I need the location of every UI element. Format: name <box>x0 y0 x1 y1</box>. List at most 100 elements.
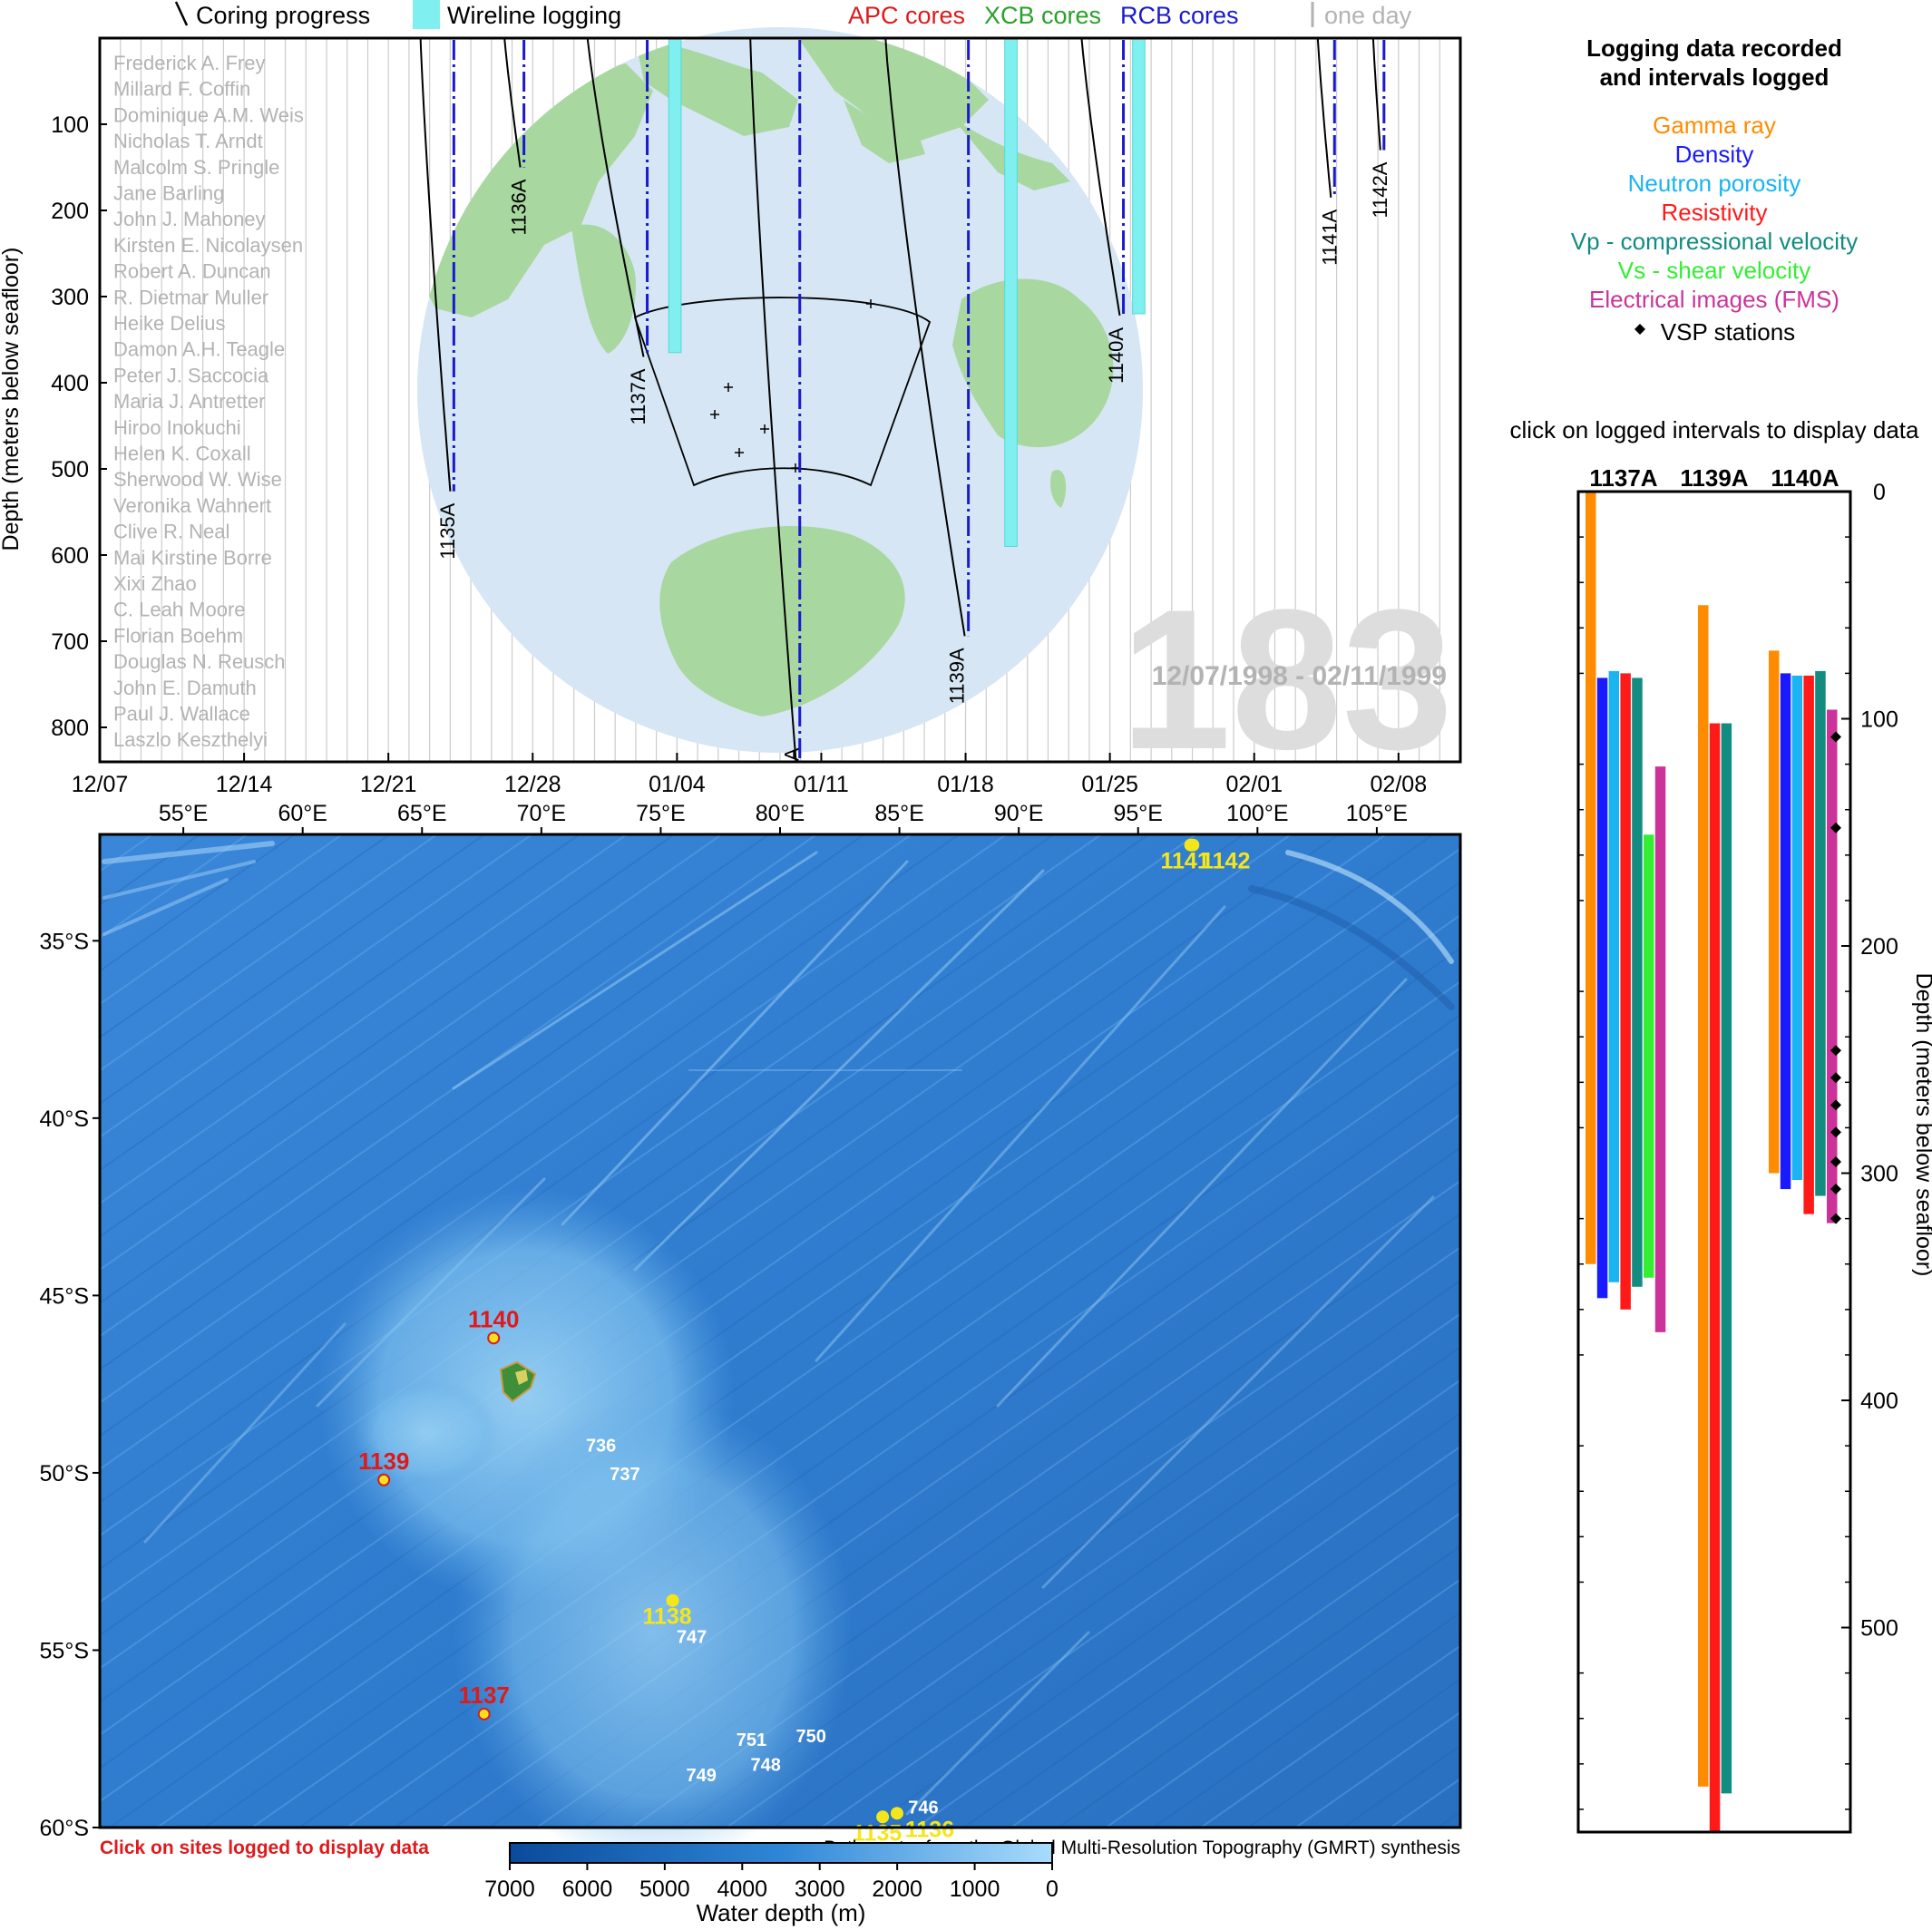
hole-track-1140A[interactable]: 1140A <box>1079 4 1146 384</box>
hole-label: 1139A <box>946 648 969 704</box>
logged-site-label[interactable]: 1137 <box>458 1681 509 1709</box>
logged-site-1137[interactable]: 1137 <box>458 1681 510 1720</box>
logging-y-axis: 0 100 200 300 400 500 <box>1578 480 1898 1810</box>
interval-bar-1139A-3[interactable] <box>1709 723 1721 1833</box>
interval-bar-1140A-1[interactable] <box>1780 673 1791 1190</box>
logging-hole-label: 1139A <box>1680 464 1748 492</box>
map-x-tick-label: 60°E <box>278 801 327 826</box>
logging-intervals[interactable] <box>1586 492 1838 1833</box>
old-site-label-736: 736 <box>586 1436 616 1456</box>
logging-frame <box>1576 490 1852 1834</box>
logging-legend-item: Resistivity <box>1661 199 1767 226</box>
wireline-interval[interactable] <box>1132 38 1146 315</box>
hole-track-1139A[interactable]: 1139A <box>883 4 1018 704</box>
hole-track-1136A: 1136A <box>503 38 531 236</box>
vsp-station-marker <box>1830 822 1841 833</box>
hole-track-1141A: 1141A <box>1316 38 1342 266</box>
logged-site-label[interactable]: 1139 <box>358 1448 409 1475</box>
colorbar-tick-label: 6000 <box>562 1876 613 1902</box>
colorbar-tick-label: 7000 <box>484 1876 535 1902</box>
site-label-1138: 1138 <box>642 1604 691 1630</box>
coring-curve <box>884 38 966 637</box>
map-x-tick-label: 85°E <box>874 801 923 826</box>
legend-one-day: one day <box>1324 2 1412 29</box>
logged-site-1139[interactable]: 1139 <box>358 1448 409 1486</box>
vsp-diamond-icon <box>1634 324 1645 335</box>
logging-legend-item: Density <box>1675 141 1754 168</box>
interval-bar-1140A-2[interactable] <box>1791 675 1803 1181</box>
scientist-name: Xixi Zhao <box>113 572 197 595</box>
interval-bar-1137A-5[interactable] <box>1644 834 1654 1278</box>
vsp-station-marker <box>1830 1184 1841 1195</box>
colorbar-ticks: 7000 6000 5000 4000 3000 2000 1000 0 <box>484 1863 1059 1902</box>
old-site-label-746: 746 <box>908 1798 938 1818</box>
hole-tracks[interactable]: 1135A 1136A 1137A 1138A 1139A 1140A 1141A 1142A <box>419 4 1391 804</box>
site-label-1142: 1142 <box>1201 849 1250 874</box>
logged-site-label[interactable]: 1140 <box>468 1305 519 1332</box>
site-marker-1136 <box>890 1807 903 1820</box>
logging-panel: Logging data recorded and intervals logg… <box>1510 34 1932 1834</box>
timeline-y-label: Depth (meters below seafloor) <box>0 248 24 551</box>
interval-bar-1140A-0[interactable] <box>1769 650 1780 1174</box>
wireline-interval[interactable] <box>1004 38 1018 547</box>
hole-label: 1142A <box>1369 161 1391 218</box>
scientist-name: Frederick A. Frey <box>113 52 265 74</box>
hole-track-1137A[interactable]: 1137A <box>584 4 682 425</box>
interval-bar-1139A-0[interactable] <box>1698 605 1709 1787</box>
interval-bar-1139A-4[interactable] <box>1721 723 1732 1794</box>
logged-site-marker[interactable] <box>377 1473 391 1486</box>
interval-bar-1140A-6[interactable] <box>1827 709 1838 1223</box>
scientist-name: Sherwood W. Wise <box>113 468 282 491</box>
map-y-tick-label: 55°S <box>40 1638 89 1663</box>
timeline-y-tick-label: 700 <box>51 629 89 655</box>
legend-apc-cores: APC cores <box>848 2 965 29</box>
interval-bar-1137A-1[interactable] <box>1596 677 1608 1299</box>
scientist-name: Robert A. Duncan <box>113 260 271 283</box>
vsp-station-marker <box>1830 1045 1841 1057</box>
timeline-y-tick-label: 600 <box>51 543 89 569</box>
interval-bar-1137A-6[interactable] <box>1654 766 1666 1332</box>
coring-curve <box>1316 38 1332 198</box>
wireline-interval[interactable] <box>668 38 682 354</box>
map-y-tick-label: 45°S <box>40 1283 89 1309</box>
map-y-tick-label: 50°S <box>40 1461 89 1486</box>
colorbar-tick-label: 4000 <box>717 1876 767 1902</box>
interval-bar-1137A-4[interactable] <box>1632 677 1643 1287</box>
logging-y-tick-label: 400 <box>1860 1389 1898 1414</box>
hole-track-1142A: 1142A <box>1369 38 1391 219</box>
logging-click-hint: click on logged intervals to display dat… <box>1510 416 1919 444</box>
kerguelen-plateau-south <box>454 1397 853 1868</box>
timeline-panel: 183 12/07/1998 - 02/11/1999 Frederick A.… <box>0 4 1462 804</box>
logged-site-marker[interactable] <box>477 1707 491 1720</box>
map-x-tick-label: 55°E <box>159 801 208 826</box>
vsp-station-marker <box>1830 731 1841 743</box>
timeline-y-tick-label: 200 <box>51 199 89 224</box>
logged-site-1140[interactable]: 1140 <box>468 1305 519 1345</box>
coring-curve <box>586 38 645 357</box>
timeline-x-tick-label: 02/01 <box>1225 772 1283 797</box>
scientist-name: Millard F. Coffin <box>113 78 250 101</box>
coring-curve <box>749 38 797 762</box>
vsp-station-marker <box>1830 1099 1841 1111</box>
timeline-y-axis: 100 200 300 400 500 600 700 800 <box>51 112 107 741</box>
timeline-x-tick-label: 12/21 <box>360 772 417 797</box>
interval-bar-1137A-2[interactable] <box>1608 670 1620 1282</box>
vsp-station-marker <box>1830 1126 1841 1138</box>
interval-bar-1140A-3[interactable] <box>1803 675 1814 1214</box>
old-site-label-750: 750 <box>796 1727 826 1747</box>
interval-bar-1137A-0[interactable] <box>1586 492 1596 1264</box>
logged-site-marker[interactable] <box>487 1331 501 1345</box>
interval-bar-1137A-3[interactable] <box>1620 673 1631 1310</box>
vsp-stations <box>1830 731 1841 1224</box>
map-x-tick-label: 100°E <box>1226 801 1288 826</box>
globe-site-crosses <box>710 299 875 473</box>
logging-y-tick-label: 0 <box>1873 480 1886 505</box>
hole-label: 1138A <box>781 747 804 804</box>
map-x-axis: 55°E 60°E 65°E 70°E 75°E 80°E 85°E 90°E 95°E 100°… <box>159 801 1408 834</box>
globe-ocean <box>417 27 1143 753</box>
interval-bar-1140A-4[interactable] <box>1815 670 1826 1196</box>
map-x-tick-label: 105°E <box>1346 801 1408 826</box>
timeline-x-tick-label: 01/11 <box>794 772 849 797</box>
